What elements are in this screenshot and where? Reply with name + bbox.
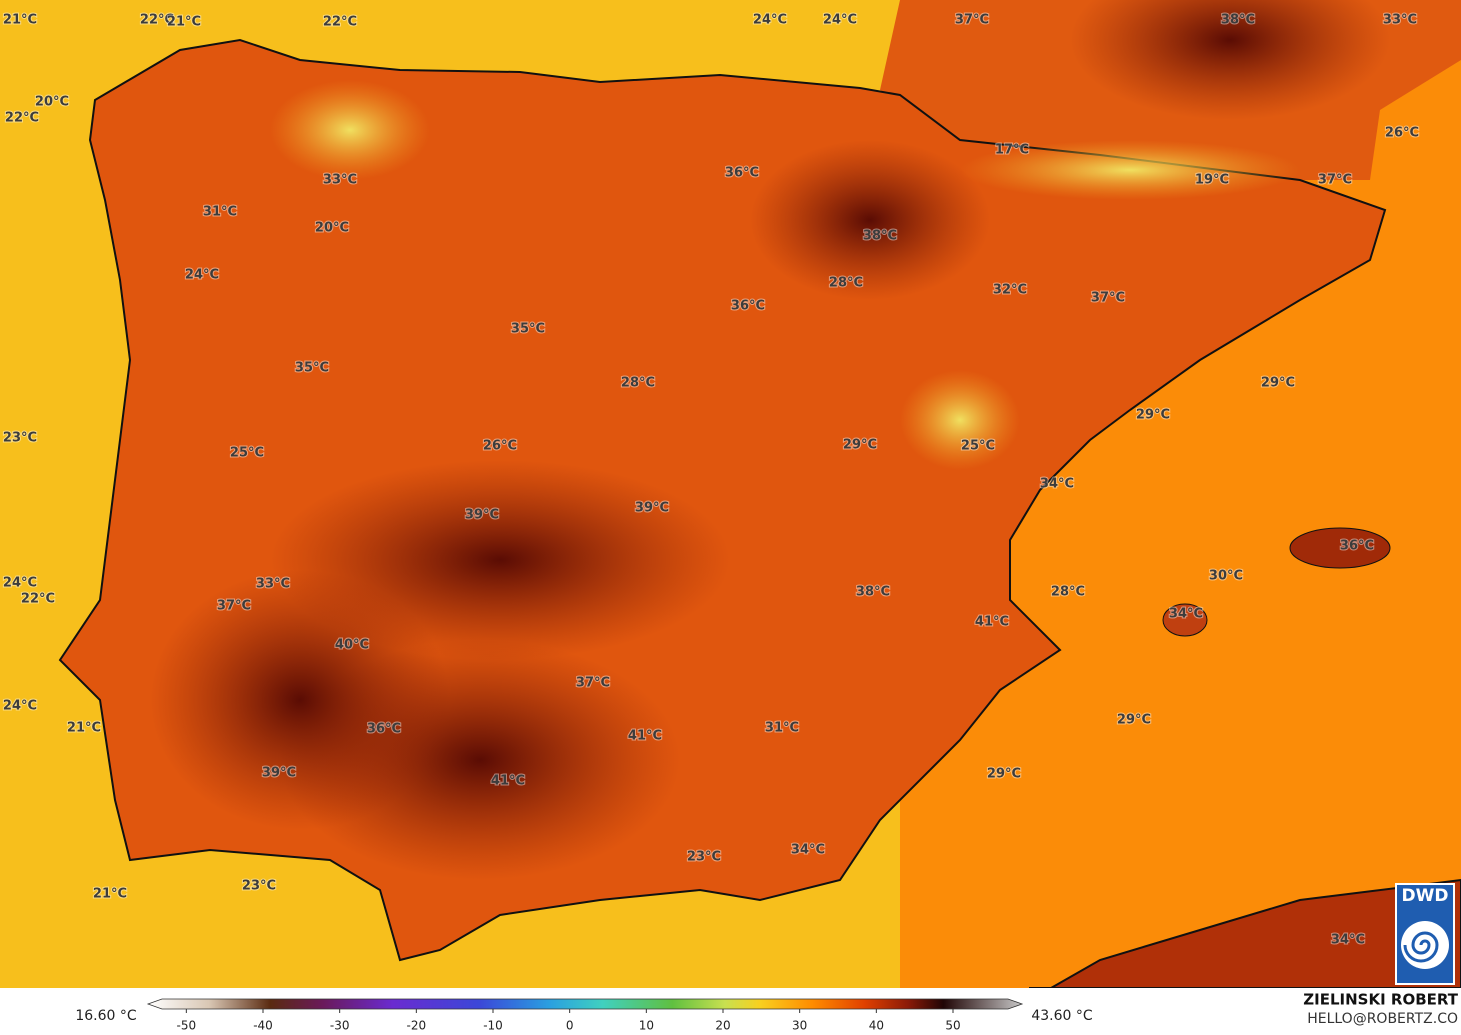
temp-label: 23°C bbox=[3, 431, 37, 446]
temp-label: 17°C bbox=[995, 143, 1029, 158]
temperature-labels: 21°C 22°C21°C 22°C 24°C 24°C 37°C 38°C 33°C20°C… bbox=[2, 12, 1420, 949]
temp-label: 38°C bbox=[863, 229, 897, 244]
temp-label: 37°C bbox=[1318, 173, 1352, 188]
logo: DWD bbox=[1395, 883, 1455, 985]
temp-label: 41°C bbox=[628, 729, 662, 744]
email: HELLO@ROBERTZ.CO bbox=[1307, 1011, 1458, 1027]
temp-label: 36°C bbox=[367, 722, 401, 737]
temp-label: 21°C bbox=[167, 15, 201, 30]
temp-label: 34°C bbox=[1331, 933, 1365, 948]
legend-strip bbox=[0, 988, 1461, 1035]
colorbar-tick-label: -40 bbox=[253, 1019, 273, 1033]
temp-label: 23°C bbox=[242, 879, 276, 894]
temp-label: 28°C bbox=[829, 276, 863, 291]
temp-label: 29°C bbox=[1261, 376, 1295, 391]
temp-label: 33°C bbox=[323, 173, 357, 188]
temp-label: 35°C bbox=[511, 322, 545, 337]
temp-label: 36°C bbox=[1340, 539, 1374, 554]
temp-label: 37°C bbox=[217, 599, 251, 614]
temp-label: 19°C bbox=[1195, 173, 1229, 188]
temp-label: 24°C bbox=[823, 13, 857, 28]
colorbar-tick-label: 50 bbox=[945, 1019, 960, 1033]
temp-label: 39°C bbox=[465, 508, 499, 523]
temp-label: 28°C bbox=[621, 376, 655, 391]
temp-label: 21°C bbox=[67, 721, 101, 736]
temp-label: 34°C bbox=[791, 843, 825, 858]
temp-label: 29°C bbox=[1117, 713, 1151, 728]
temp-label: 25°C bbox=[230, 446, 264, 461]
temp-label: 32°C bbox=[993, 283, 1027, 298]
temp-label: 23°C bbox=[687, 850, 721, 865]
temp-label: 41°C bbox=[975, 615, 1009, 630]
temp-label: 22°C bbox=[21, 592, 55, 607]
temp-label: 41°C bbox=[491, 774, 525, 789]
temp-label: 28°C bbox=[1051, 585, 1085, 600]
colorbar-tick-label: -10 bbox=[483, 1019, 503, 1033]
colorbar-min: 16.60 °C bbox=[75, 1008, 137, 1024]
temp-label: 33°C bbox=[1383, 13, 1417, 28]
temp-label: 37°C bbox=[1091, 291, 1125, 306]
temp-label: 24°C bbox=[3, 699, 37, 714]
temp-label: 22°C bbox=[323, 15, 357, 30]
temp-label: 40°C bbox=[335, 638, 369, 653]
temp-label: 33°C bbox=[256, 577, 290, 592]
temp-label: 26°C bbox=[1385, 126, 1419, 141]
temp-label: 20°C bbox=[35, 95, 69, 110]
colorbar-tick-label: -50 bbox=[177, 1019, 197, 1033]
temp-label: 38°C bbox=[856, 585, 890, 600]
temp-label: 38°C bbox=[1221, 13, 1255, 28]
author: ZIELINSKI ROBERT bbox=[1303, 991, 1458, 1009]
temp-label: 39°C bbox=[262, 766, 296, 781]
temp-label: 26°C bbox=[483, 439, 517, 454]
temp-label: 36°C bbox=[731, 299, 765, 314]
colorbar: -50 -40 -30 -20 -10 0 10 20 30 40 50 bbox=[146, 998, 1024, 1033]
colorbar-tick-label: 20 bbox=[715, 1019, 730, 1033]
temp-label: 21°C bbox=[3, 13, 37, 28]
temp-label: 24°C bbox=[185, 268, 219, 283]
temp-label: 29°C bbox=[987, 767, 1021, 782]
temp-label: 24°C bbox=[753, 13, 787, 28]
temp-label: 22°C bbox=[5, 111, 39, 126]
temp-label: 34°C bbox=[1040, 477, 1074, 492]
colorbar-max: 43.60 °C bbox=[1031, 1008, 1093, 1024]
logo-text: DWD bbox=[1402, 886, 1449, 906]
colorbar-tick-label: 30 bbox=[792, 1019, 807, 1033]
temp-label: 36°C bbox=[725, 166, 759, 181]
colorbar-tick-label: 10 bbox=[639, 1019, 654, 1033]
colorbar-tick-label: -30 bbox=[330, 1019, 350, 1033]
temp-label: 37°C bbox=[576, 676, 610, 691]
temp-label: 34°C bbox=[1169, 607, 1203, 622]
temp-label: 37°C bbox=[955, 13, 989, 28]
temp-label: 30°C bbox=[1209, 569, 1243, 584]
colorbar-tick-label: 0 bbox=[566, 1019, 574, 1033]
temp-label: 31°C bbox=[765, 721, 799, 736]
colorbar-tick-label: 40 bbox=[869, 1019, 884, 1033]
temp-label: 24°C bbox=[3, 576, 37, 591]
colorbar-bar bbox=[146, 998, 1024, 1010]
temp-label: 20°C bbox=[315, 221, 349, 236]
colorbar-tick-label: -20 bbox=[407, 1019, 427, 1033]
temp-label: 25°C bbox=[961, 439, 995, 454]
temp-label: 31°C bbox=[203, 205, 237, 220]
temp-label: 22°C bbox=[140, 13, 174, 28]
temp-label: 39°C bbox=[635, 501, 669, 516]
map-background bbox=[0, 0, 1461, 1002]
temp-label: 21°C bbox=[93, 887, 127, 902]
temp-label: 29°C bbox=[1136, 408, 1170, 423]
temp-label: 29°C bbox=[843, 438, 877, 453]
temp-label: 35°C bbox=[295, 361, 329, 376]
